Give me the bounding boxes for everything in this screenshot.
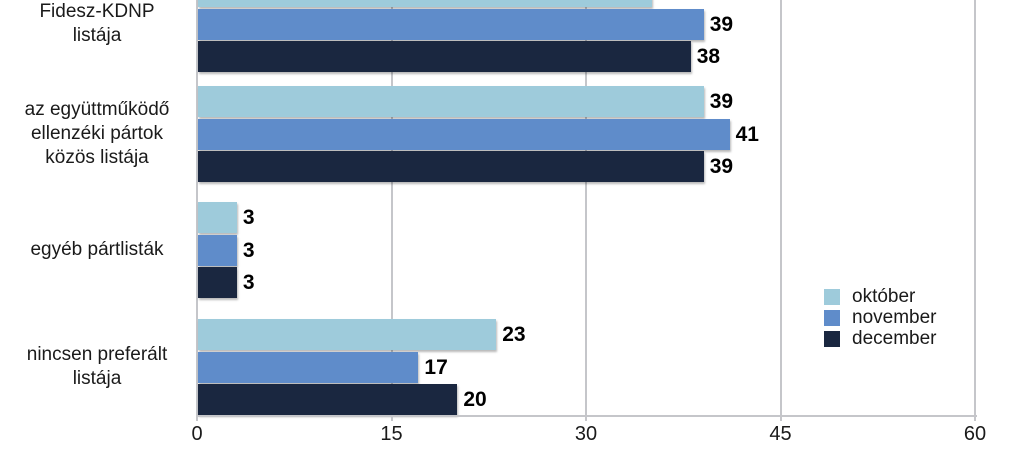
- legend-item-október: október: [824, 286, 937, 307]
- legend-label: december: [852, 328, 937, 349]
- legend-item-november: november: [824, 307, 937, 328]
- gridline: [779, 0, 782, 415]
- bar-value-label: 3: [242, 238, 255, 262]
- bar-december-1: [198, 151, 704, 182]
- bar-value-label: 39: [709, 12, 734, 36]
- gridline: [196, 0, 198, 415]
- axis-tick: [974, 415, 976, 421]
- gridline: [974, 0, 976, 415]
- bar-december-2: [198, 267, 237, 298]
- x-axis-tick-label: 45: [769, 423, 792, 445]
- bar-value-label: 3: [242, 206, 255, 229]
- gridline: [390, 0, 393, 415]
- bar-december-3: [198, 384, 458, 415]
- bar-value-label: 41: [735, 122, 759, 146]
- bar-value-label: 20: [463, 388, 487, 411]
- bar-value-label: 39: [709, 155, 734, 178]
- category-label-3: nincsen preferált listája: [26, 344, 168, 389]
- bar-november-3: [198, 351, 419, 383]
- axis-tick: [390, 415, 393, 421]
- bar-december-0: [198, 41, 691, 72]
- bar-október-1: [198, 86, 704, 117]
- x-axis-tick-label: 30: [574, 423, 598, 445]
- bar-október-3: [198, 319, 497, 350]
- gridline: [585, 0, 587, 415]
- bar-október-2: [198, 202, 237, 233]
- bar-november-1: [198, 118, 730, 150]
- bar-november-0: [198, 8, 704, 40]
- bar-október-0: [198, 0, 652, 7]
- axis-tick: [196, 415, 198, 421]
- bar-value-label: 39: [709, 90, 734, 113]
- legend-swatch: [824, 310, 840, 326]
- bar-value-label: 17: [424, 355, 448, 379]
- bar-value-label: 38: [696, 45, 721, 68]
- legend-swatch: [824, 289, 840, 305]
- bar-value-label: 3: [242, 271, 255, 294]
- category-label-2: egyéb pártlisták: [30, 239, 164, 260]
- plot-area: 353932339413173839320: [196, 0, 976, 415]
- axis-tick: [585, 415, 587, 421]
- bar-november-2: [198, 234, 237, 266]
- x-axis-tick-label: 0: [191, 423, 203, 445]
- x-axis-tick-label: 60: [963, 423, 987, 445]
- legend-swatch: [824, 331, 840, 347]
- axis-tick: [779, 415, 782, 421]
- x-axis-tick-label: 15: [380, 423, 403, 445]
- legend-item-december: december: [824, 328, 937, 349]
- legend-label: november: [852, 307, 937, 328]
- legend: október november december: [824, 286, 937, 350]
- category-label-0: Fidesz-KDNP listája: [39, 1, 155, 46]
- bar-value-label: 35: [658, 0, 681, 7]
- legend-label: október: [852, 286, 916, 307]
- x-axis-line: [197, 415, 977, 417]
- category-label-1: az együttműködő ellenzéki pártok közös lis…: [24, 99, 170, 168]
- bar-value-label: 23: [502, 323, 526, 346]
